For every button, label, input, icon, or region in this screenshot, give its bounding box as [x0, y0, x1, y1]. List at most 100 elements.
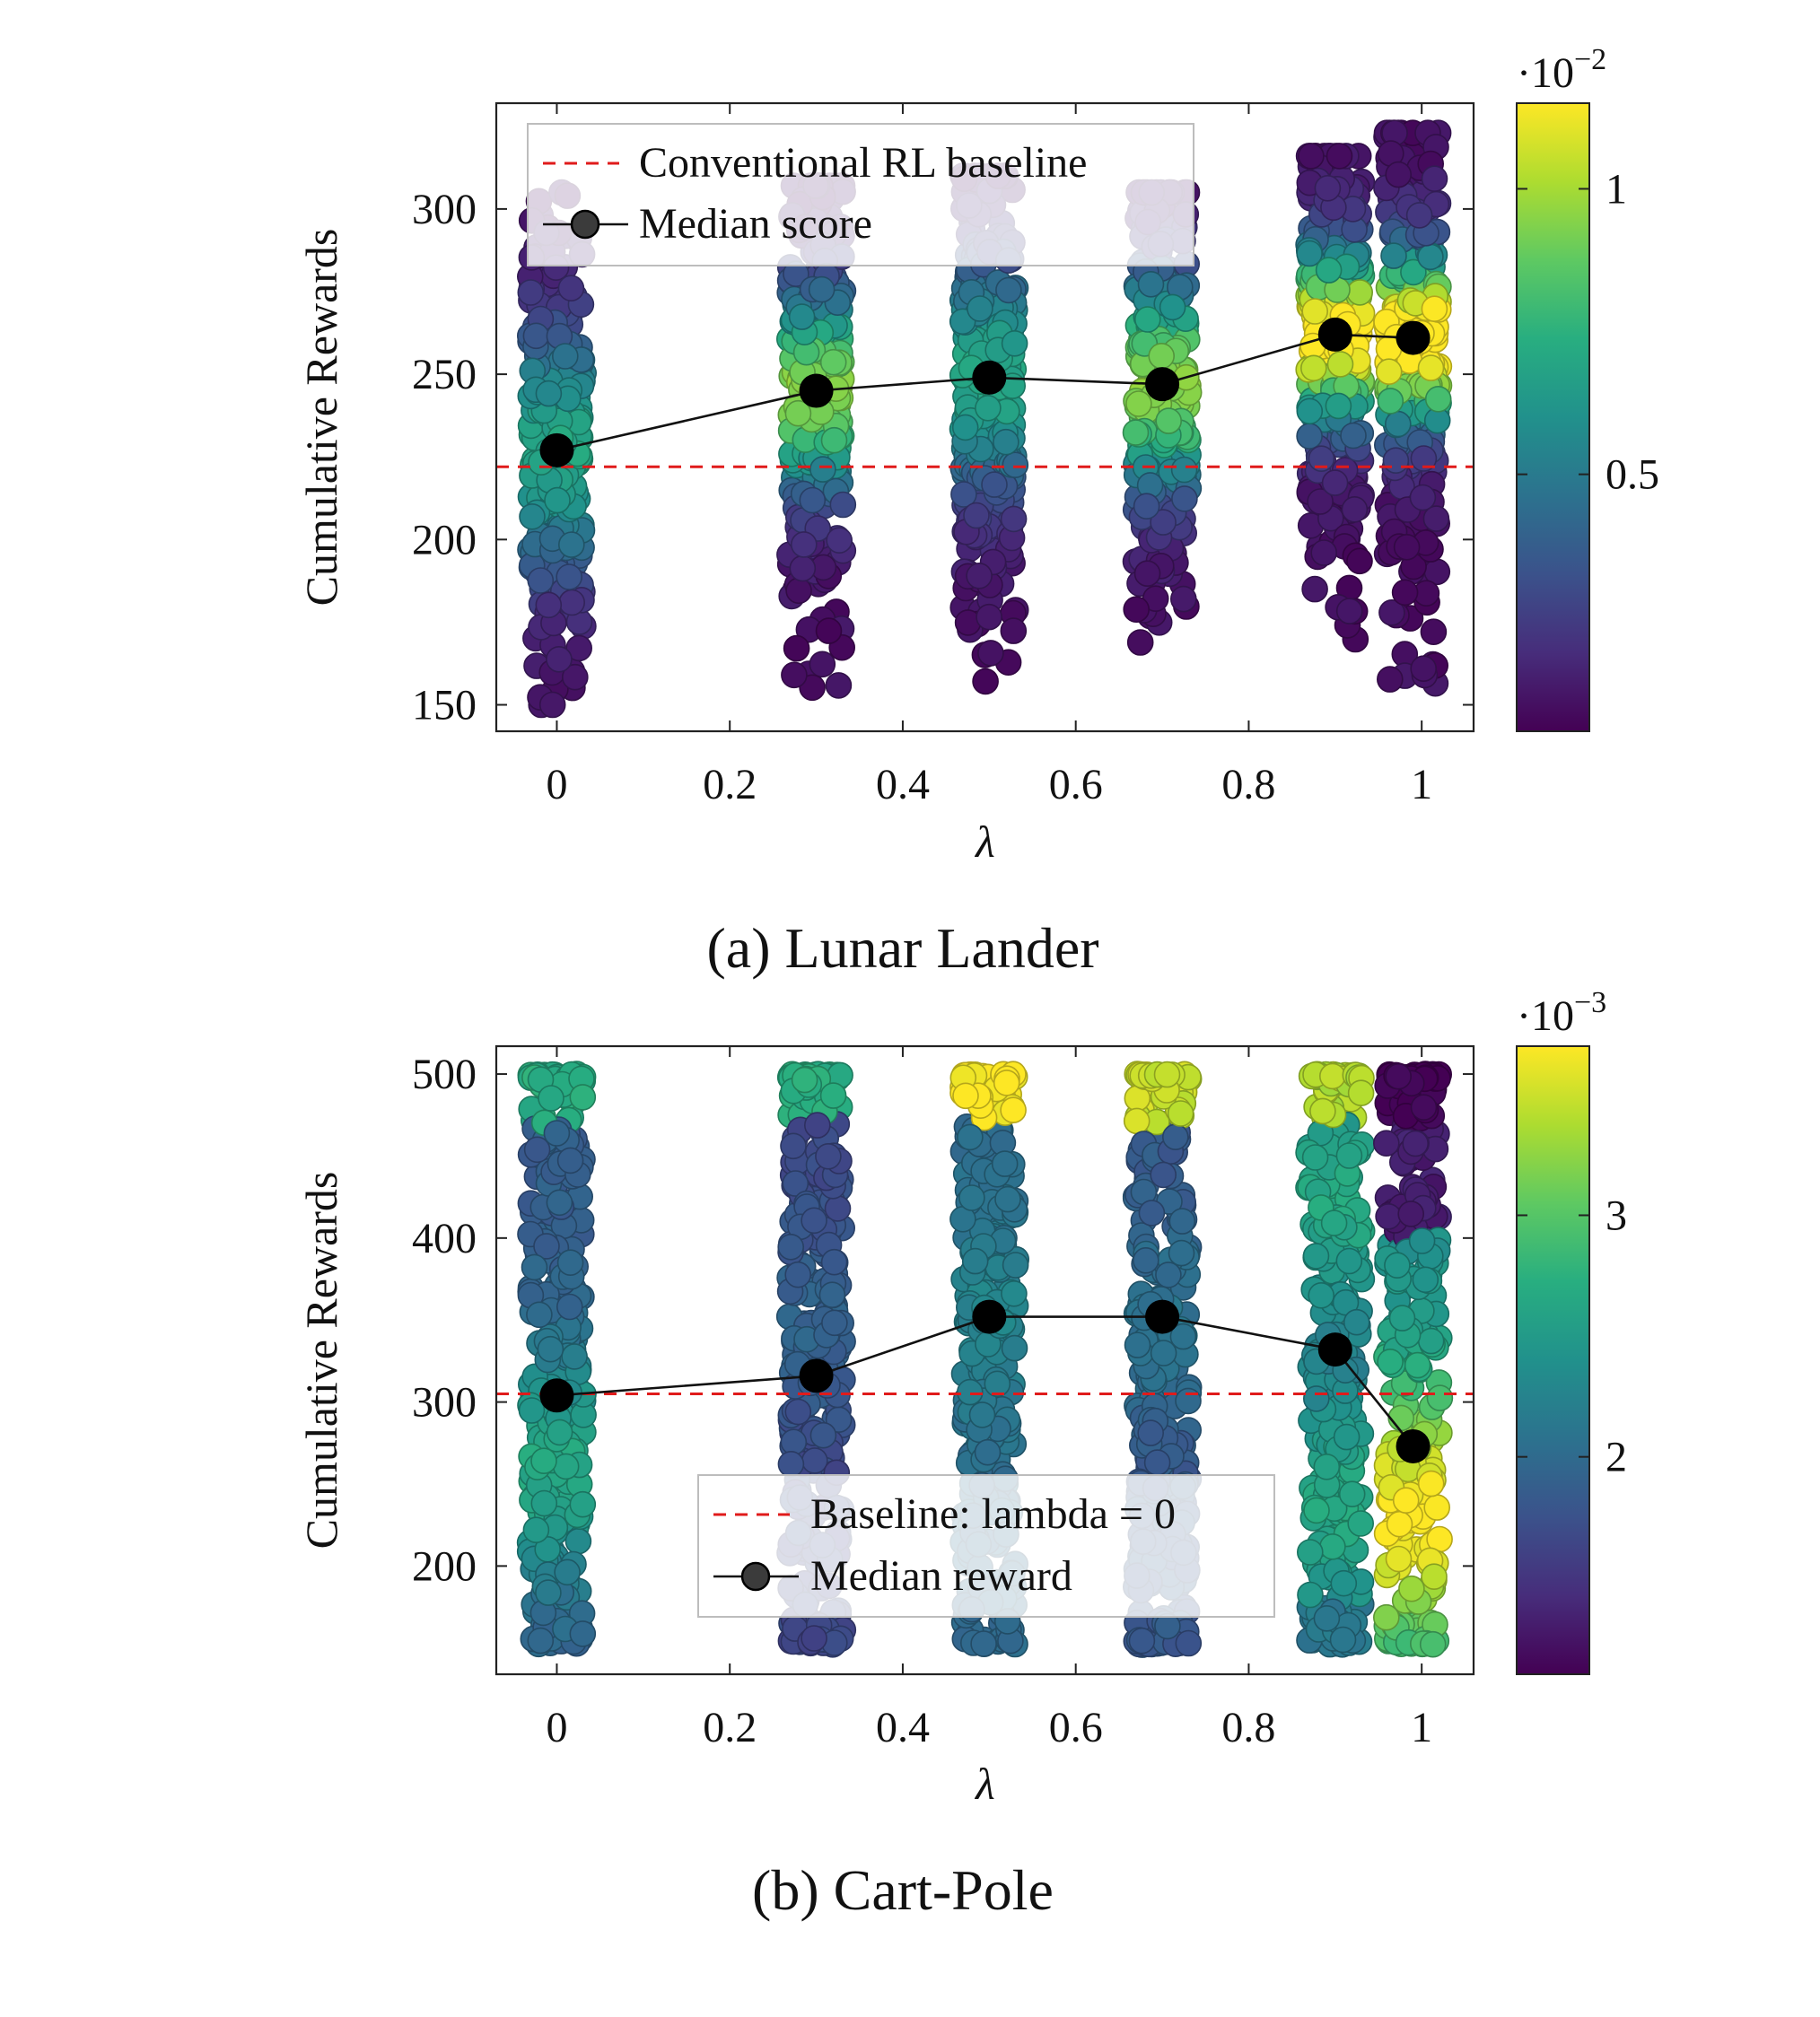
scatter-point: [1338, 1480, 1366, 1507]
scatter-point: [801, 1207, 827, 1235]
panel-lunar-lander: 0 0.2 0.4 0.6 0.8 1 150 200 250 300 λ Cumulative…: [296, 43, 1659, 980]
median-marker: [799, 1358, 834, 1393]
legend-median-swatch-marker: [740, 1561, 771, 1592]
scatter-point: [1380, 242, 1407, 269]
scatter-point: [1171, 485, 1198, 512]
scatter-point: [1138, 1200, 1166, 1227]
scatter-point: [557, 531, 585, 558]
legend: Conventional RL baseline Median score: [527, 123, 1194, 266]
median-marker: [1317, 317, 1352, 352]
scatter-point: [819, 348, 847, 376]
scatter-point: [1335, 1142, 1363, 1169]
scatter-point: [1297, 1581, 1324, 1609]
scatter-point: [1421, 1563, 1448, 1590]
scatter-point: [1310, 539, 1337, 566]
scatter-point: [1143, 1449, 1171, 1476]
scatter-point: [1417, 354, 1445, 381]
x-tick-label: 0: [546, 761, 567, 808]
scatter-point: [557, 275, 585, 302]
scatter-point: [1300, 354, 1327, 382]
scatter-point: [952, 1082, 979, 1110]
scatter-point: [530, 1447, 557, 1474]
scatter-point: [518, 1397, 546, 1424]
x-tick-label: 0.2: [703, 761, 757, 808]
scatter-point: [565, 634, 593, 662]
scatter-point: [1175, 1387, 1202, 1415]
scatter-point: [1133, 1247, 1159, 1274]
scatter-point: [1373, 1130, 1400, 1157]
scatter-point: [1333, 1423, 1361, 1451]
legend-baseline-label: Conventional RL baseline: [639, 139, 1087, 187]
scatter-point: [784, 1398, 812, 1426]
scatter-point: [561, 1343, 588, 1370]
scatter-point: [799, 674, 826, 702]
scatter-point: [1382, 447, 1410, 475]
scatter-point: [1155, 407, 1182, 434]
scatter-point: [1000, 505, 1028, 533]
scatter-point: [1150, 509, 1177, 536]
median-marker: [1145, 1299, 1180, 1334]
scatter-point: [546, 1189, 573, 1217]
scatter-point: [1000, 1096, 1027, 1123]
median-marker: [1396, 1428, 1431, 1463]
scatter-point: [1424, 385, 1452, 413]
scatter-point: [958, 1184, 985, 1211]
scatter-point: [1124, 1332, 1151, 1358]
colorbar-tick-label: 3: [1606, 1192, 1627, 1239]
scatter-point: [966, 562, 993, 589]
scatter-point: [1346, 547, 1373, 575]
scatter-point: [538, 691, 566, 719]
scatter-point: [791, 1066, 818, 1094]
scatter-point: [552, 1453, 580, 1480]
scatter-point: [1002, 1252, 1029, 1279]
scatter-point: [1308, 445, 1335, 473]
scatter-point: [519, 502, 546, 530]
scatter-point: [1137, 270, 1165, 298]
scatter-point: [808, 275, 836, 303]
scatter-point: [826, 527, 853, 554]
scatter-point: [1397, 1201, 1424, 1227]
scatter-point: [1123, 1107, 1151, 1135]
panel-cart-pole: 0 0.2 0.4 0.6 0.8 1 200 300 400 500 λ Cumulative…: [296, 986, 1627, 1922]
scatter-point: [544, 486, 571, 514]
scatter-point: [820, 1248, 848, 1276]
scatter-point: [1314, 175, 1342, 202]
scatter-point: [783, 634, 810, 662]
scatter-point: [1308, 1282, 1334, 1309]
caption: (b) Cart-Pole: [752, 1858, 1054, 1922]
scatter-point: [1343, 1308, 1370, 1336]
scatter-point: [1402, 1130, 1429, 1157]
colorbar-multiplier: ·10−2: [1517, 43, 1606, 97]
x-tick-label: 0.8: [1221, 1704, 1275, 1751]
scatter-point: [535, 1579, 562, 1606]
scatter-point: [1373, 1603, 1400, 1631]
scatter-point: [780, 1132, 807, 1160]
scatter-point: [569, 1620, 597, 1647]
scatter-point: [1150, 1161, 1177, 1189]
scatter-point: [995, 276, 1022, 304]
scatter-point: [527, 567, 555, 594]
scatter-point: [1391, 579, 1419, 607]
scatter-point: [1335, 1247, 1363, 1275]
scatter-point: [1170, 456, 1198, 484]
scatter-point: [961, 1247, 989, 1275]
scatter-point: [1417, 1327, 1445, 1355]
scatter-point: [784, 1261, 812, 1288]
scatter-point: [1377, 666, 1404, 693]
x-tick-label: 0.8: [1221, 761, 1275, 808]
scatter-point: [1309, 1097, 1336, 1125]
scatter-point: [551, 343, 579, 370]
scatter-point: [1377, 1349, 1404, 1375]
scatter-point: [556, 1147, 584, 1174]
legend-median-label: Median reward: [810, 1552, 1072, 1600]
y-tick-label: 150: [412, 682, 477, 729]
y-tick-label: 250: [412, 351, 477, 398]
colorbar-multiplier: ·10−3: [1517, 986, 1606, 1040]
scatter-point: [1347, 1510, 1374, 1537]
scatter-point: [801, 1625, 827, 1652]
scatter-point: [1162, 1123, 1189, 1150]
colorbar: 2 3 ·10−3: [1516, 986, 1627, 1675]
scatter-point: [1167, 1100, 1194, 1127]
scatter-point: [1002, 451, 1029, 479]
y-tick-label: 300: [412, 1379, 477, 1427]
